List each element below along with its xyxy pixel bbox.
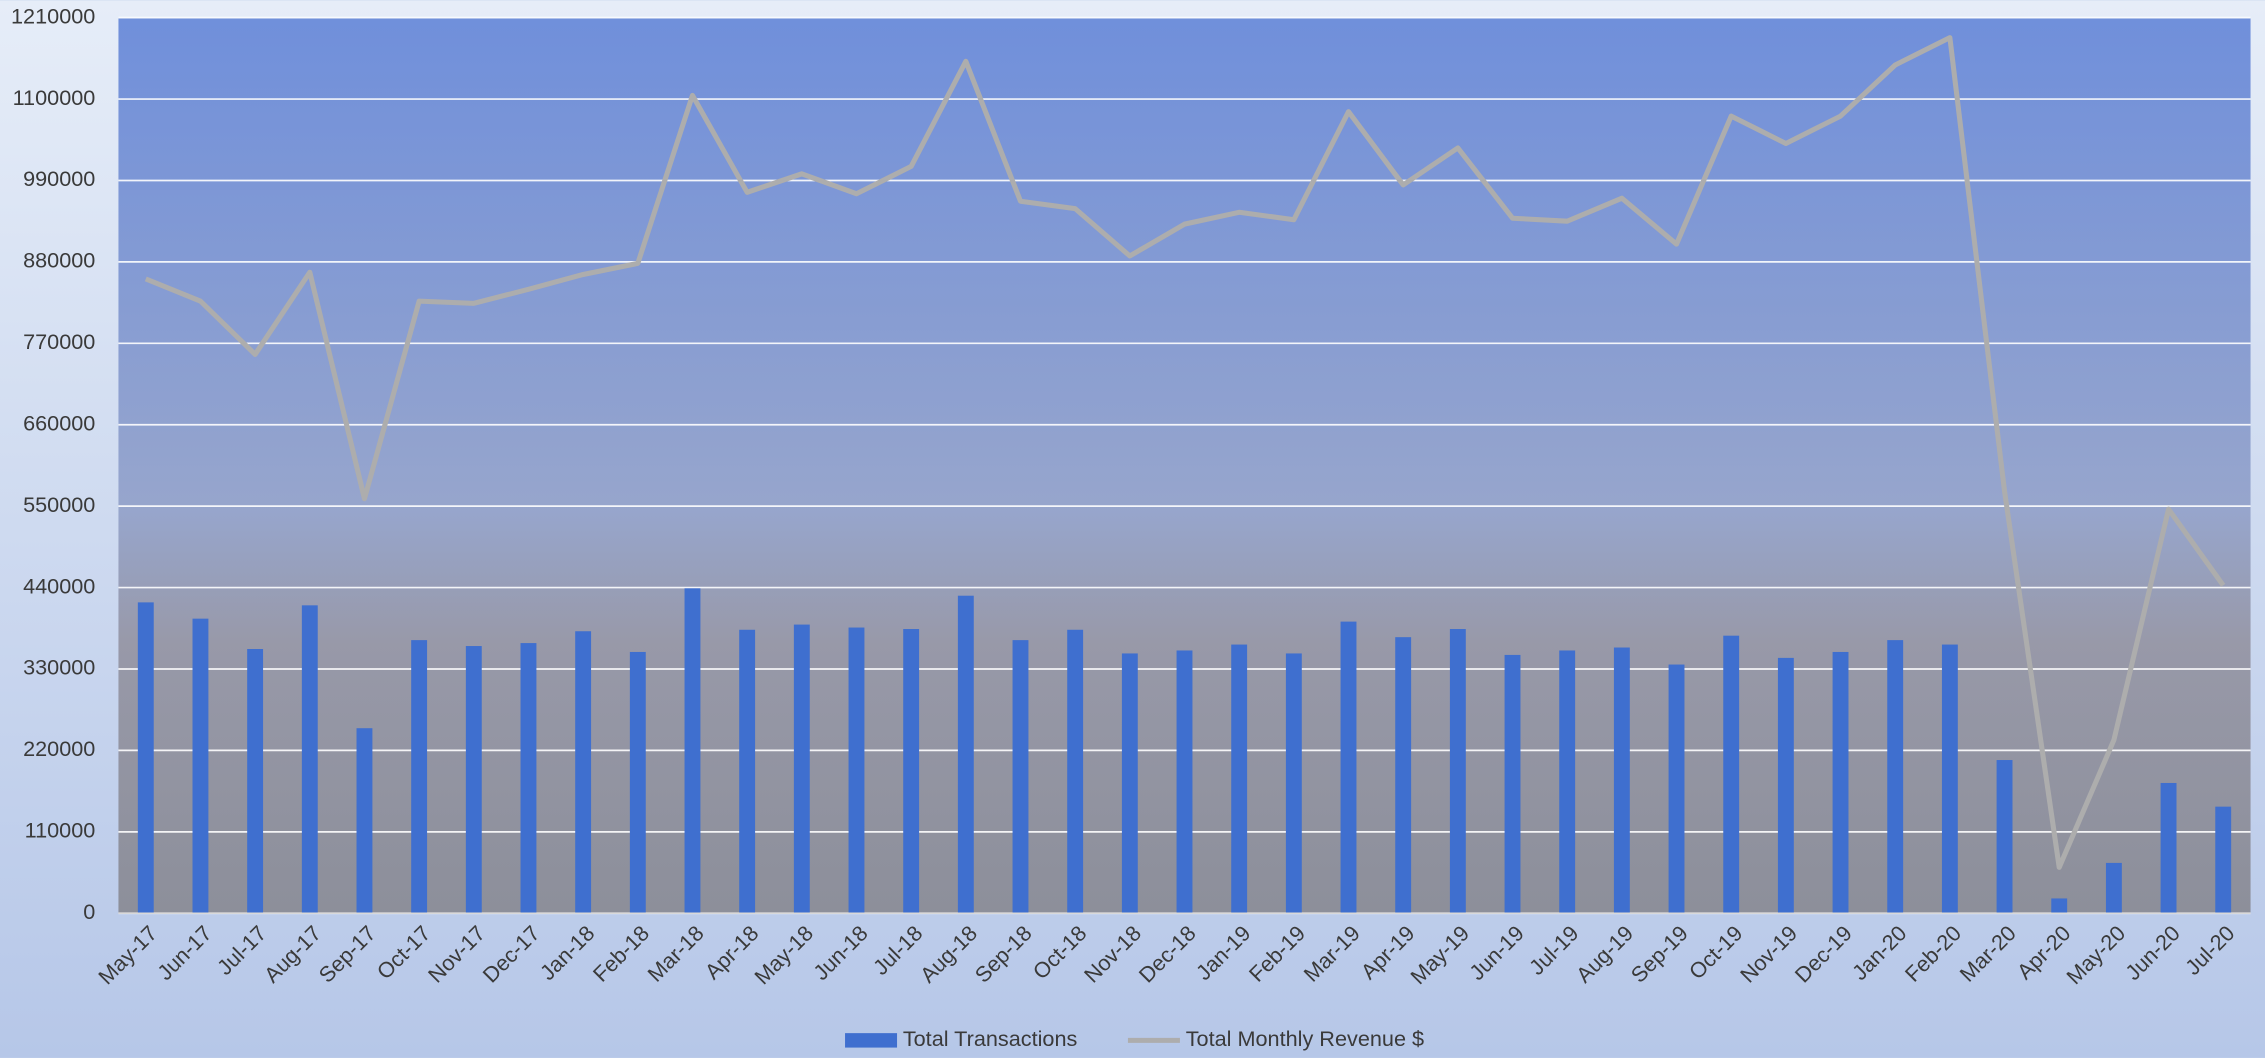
bar: [957, 595, 974, 914]
bar: [848, 627, 865, 914]
bar: [192, 618, 209, 914]
bar: [411, 640, 428, 914]
bar: [2051, 898, 2068, 914]
bar: [2215, 806, 2232, 914]
bar: [1996, 760, 2013, 914]
line: [144, 35, 2226, 870]
y-tick-label: 660000: [23, 410, 95, 435]
bar: [1559, 650, 1576, 914]
bar: [793, 624, 810, 914]
bar: [1941, 644, 1958, 914]
bar: [1395, 637, 1412, 914]
bar: [1121, 653, 1138, 914]
bar: [1176, 650, 1193, 914]
bar: [1340, 621, 1357, 914]
legend-label: Total Transactions: [903, 1026, 1078, 1051]
y-tick-label: 550000: [23, 492, 95, 517]
y-tick-label: 330000: [23, 655, 95, 680]
bar: [301, 605, 318, 914]
bar: [356, 728, 373, 914]
bar: [520, 643, 537, 914]
bar: [684, 588, 701, 914]
bar: [1067, 629, 1084, 914]
bar: [629, 651, 646, 914]
y-tick-label: 0: [83, 899, 95, 924]
y-tick-label: 880000: [23, 248, 95, 273]
bar: [1668, 664, 1685, 914]
bar: [903, 629, 920, 914]
bar: [247, 649, 264, 914]
bar: [137, 602, 154, 914]
bar: [1777, 657, 1794, 914]
bar: [1613, 647, 1630, 914]
y-tick-label: 1210000: [11, 3, 95, 28]
bar: [1887, 640, 1904, 914]
y-tick-label: 990000: [23, 166, 95, 191]
y-tick-label: 440000: [23, 573, 95, 598]
bar: [2105, 862, 2122, 914]
bar: [1012, 640, 1029, 914]
bar: [1285, 653, 1302, 914]
bar: [1832, 651, 1849, 914]
y-tick-label: 1100000: [13, 85, 96, 110]
bar: [1449, 629, 1466, 914]
bar: [575, 631, 592, 914]
y-tick-label: 110000: [25, 818, 96, 843]
bar: [739, 629, 756, 914]
bar: [465, 646, 482, 914]
bar: [1723, 635, 1740, 914]
legend-swatch: [845, 1033, 898, 1048]
bar: [1504, 654, 1521, 914]
y-tick-label: 220000: [23, 736, 95, 761]
legend-label: Total Monthly Revenue $: [1186, 1026, 1424, 1051]
bar: [1231, 644, 1248, 914]
y-tick-label: 770000: [23, 329, 95, 354]
bar: [2160, 782, 2177, 914]
